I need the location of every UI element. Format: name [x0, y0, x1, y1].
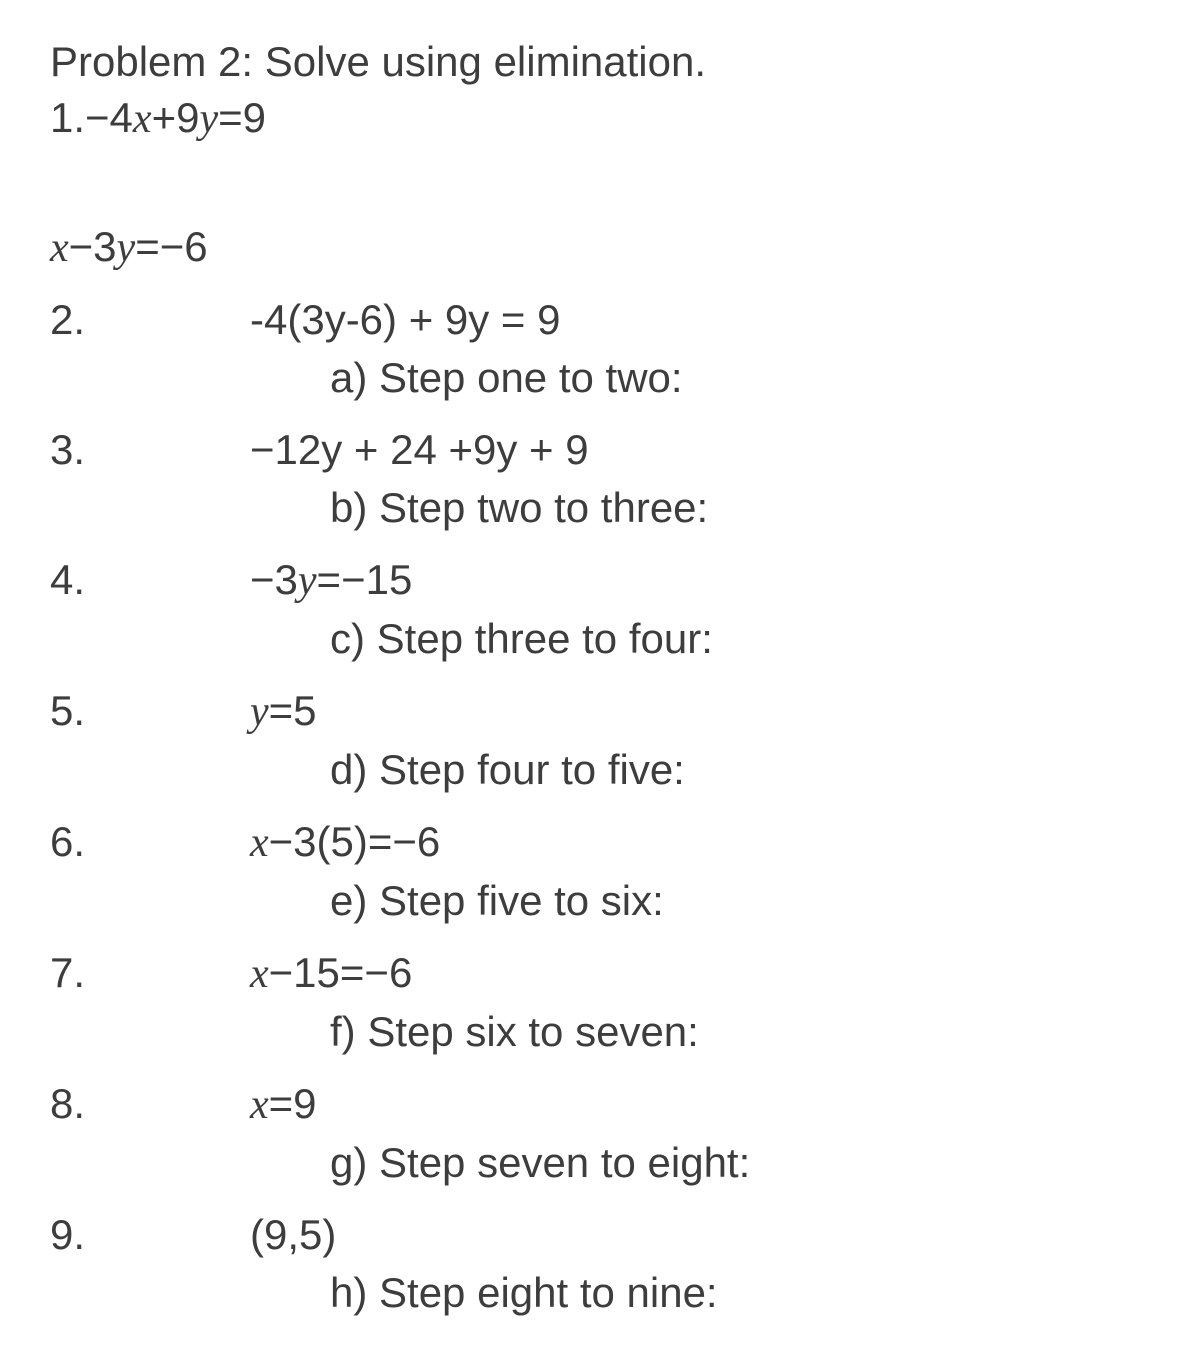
step-number: 2.	[50, 296, 250, 344]
step-content: −3y=−15	[250, 556, 1150, 605]
step-content: x=9	[250, 1080, 1150, 1129]
step-row: 5.y=5	[50, 687, 1150, 736]
step-content: x−3(5)=−6	[250, 818, 1150, 867]
step-row: 6.x−3(5)=−6	[50, 818, 1150, 867]
step-content: y=5	[250, 687, 1150, 736]
step-content: (9,5)	[250, 1211, 1150, 1259]
step-number: 5.	[50, 687, 250, 735]
step-content: x−15=−6	[250, 949, 1150, 998]
problem-content: 1.−4x+9y=9 x−3y=−6 2.-4(3y-6) + 9y = 9 a) S…	[50, 94, 1150, 1317]
step-label: b) Step two to three:	[330, 484, 1150, 532]
step-number: 1.	[50, 94, 85, 141]
equation-line: 1.−4x+9y=9	[50, 94, 1150, 143]
step-label: e) Step five to six:	[330, 877, 1150, 925]
step-number: 9.	[50, 1211, 250, 1259]
step-row: 3.−12y + 24 +9y + 9	[50, 426, 1150, 474]
step-number: 7.	[50, 949, 250, 997]
step-row: 2.-4(3y-6) + 9y = 9	[50, 296, 1150, 344]
step-content: -4(3y-6) + 9y = 9	[250, 296, 1150, 344]
step-label: a) Step one to two:	[330, 354, 1150, 402]
step-number: 8.	[50, 1080, 250, 1128]
step-label: f) Step six to seven:	[330, 1008, 1150, 1056]
step-row: 8.x=9	[50, 1080, 1150, 1129]
step-row: 9.(9,5)	[50, 1211, 1150, 1259]
problem-title: Problem 2: Solve using elimination.	[50, 38, 1150, 86]
step-row: 4.−3y=−15	[50, 556, 1150, 605]
step-row: 7.x−15=−6	[50, 949, 1150, 998]
step-content: −12y + 24 +9y + 9	[250, 426, 1150, 474]
step-number: 3.	[50, 426, 250, 474]
step-number: 6.	[50, 818, 250, 866]
equation-line: x−3y=−6	[50, 223, 1150, 272]
step-label: g) Step seven to eight:	[330, 1139, 1150, 1187]
step-number: 4.	[50, 556, 250, 604]
step-label: c) Step three to four:	[330, 615, 1150, 663]
step-label: d) Step four to five:	[330, 746, 1150, 794]
